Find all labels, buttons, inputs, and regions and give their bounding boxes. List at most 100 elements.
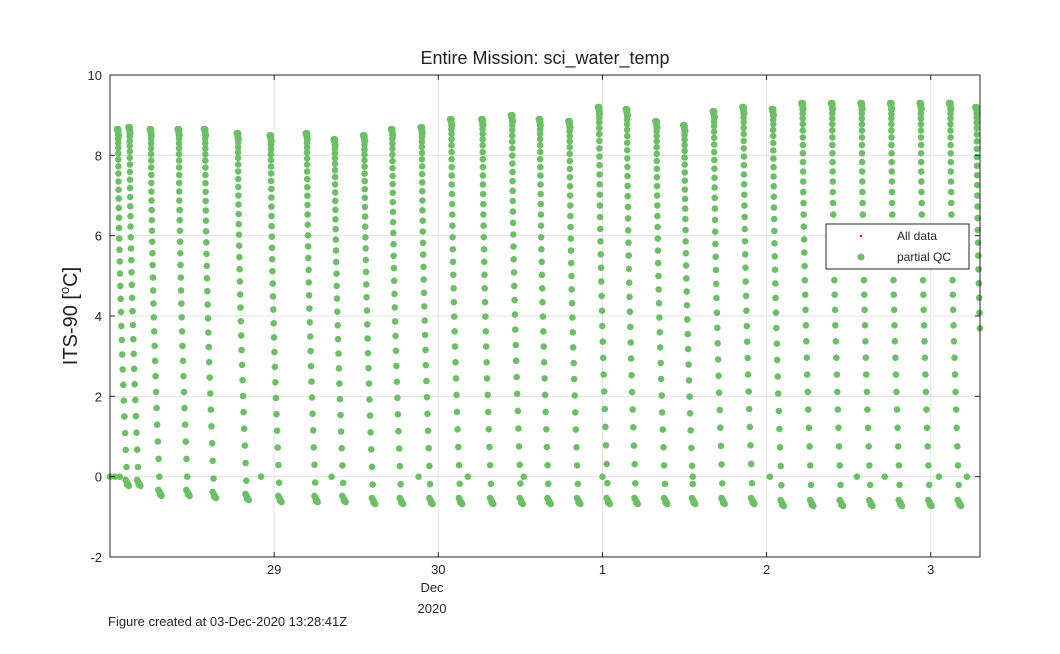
data-point [180, 372, 187, 380]
data-point [685, 377, 693, 384]
data-point [509, 187, 516, 195]
data-point [181, 421, 189, 429]
data-point [271, 363, 279, 371]
data-point [390, 277, 398, 285]
data-point [660, 462, 668, 469]
data-point [742, 264, 749, 272]
data-point [536, 148, 544, 156]
data-point [858, 158, 866, 166]
data-point [710, 128, 718, 135]
data-point [454, 426, 461, 433]
data-point [175, 145, 183, 152]
data-point [653, 137, 660, 145]
data-point [973, 171, 981, 179]
data-point [741, 191, 748, 198]
data-point [480, 258, 488, 266]
data-point [178, 328, 186, 335]
data-point [153, 421, 161, 429]
data-point [178, 314, 185, 321]
data-point [829, 127, 836, 134]
data-point [458, 500, 466, 508]
data-point [234, 168, 242, 175]
data-point [596, 191, 604, 198]
data-point [858, 120, 866, 128]
data-point [770, 193, 778, 200]
data-point [715, 372, 722, 380]
data-point [395, 427, 402, 435]
data-point [682, 226, 689, 234]
data-point [537, 190, 544, 198]
data-point [888, 158, 895, 166]
data-point [541, 391, 549, 399]
data-point [480, 200, 487, 208]
data-point [624, 192, 631, 200]
data-point [183, 473, 191, 481]
data-point [973, 119, 980, 126]
data-point [858, 168, 866, 175]
data-point [234, 144, 242, 151]
data-point [420, 263, 427, 271]
data-point [418, 163, 426, 170]
data-point [891, 338, 899, 345]
data-point [596, 153, 603, 160]
y-tick-label: 0 [95, 470, 102, 485]
data-point [115, 195, 122, 202]
y-tick-label: 10 [88, 68, 102, 83]
data-point [267, 163, 275, 170]
data-point [568, 299, 576, 307]
data-point [175, 179, 183, 187]
data-point [654, 247, 662, 254]
data-point [890, 276, 897, 284]
chart-title: Entire Mission: sci_water_temp [420, 48, 669, 69]
data-point [537, 172, 544, 179]
data-point [273, 427, 281, 435]
data-point [810, 502, 817, 510]
data-point [175, 171, 183, 179]
data-point [479, 130, 487, 138]
data-point [861, 306, 868, 314]
data-point [448, 130, 455, 138]
data-point [597, 264, 605, 272]
data-point [888, 120, 895, 128]
data-point [864, 424, 872, 432]
data-point [653, 173, 661, 181]
data-point [307, 362, 315, 370]
data-point [127, 203, 134, 210]
data-point [543, 426, 550, 433]
y-tick-label: 6 [95, 229, 102, 244]
data-point [949, 306, 957, 314]
data-point [448, 142, 455, 149]
data-point [449, 233, 456, 241]
data-point [202, 217, 210, 224]
data-point [115, 214, 123, 221]
data-point [974, 226, 982, 234]
data-point [710, 122, 718, 130]
data-point [567, 202, 574, 209]
data-point [975, 266, 982, 273]
data-point [271, 348, 278, 356]
y-axis-label-superscript: o [57, 287, 72, 294]
data-point [545, 480, 552, 488]
data-point [947, 105, 955, 113]
data-point [235, 183, 242, 191]
data-point [332, 206, 339, 214]
data-point [598, 307, 606, 315]
data-point [596, 202, 604, 209]
data-point [974, 192, 981, 199]
data-point [392, 347, 400, 355]
data-point [115, 144, 122, 152]
data-point [128, 256, 135, 264]
data-point [509, 117, 517, 125]
data-point [480, 246, 488, 253]
data-point [456, 480, 464, 488]
x-tick-label: 3 [927, 562, 934, 577]
data-point [177, 287, 185, 294]
data-point [888, 127, 895, 134]
data-point [572, 426, 580, 433]
data-point [740, 137, 747, 145]
data-point [235, 231, 243, 238]
data-point [711, 194, 718, 202]
y-tick-label: 4 [95, 309, 102, 324]
data-point [599, 354, 607, 362]
data-point [596, 171, 603, 178]
